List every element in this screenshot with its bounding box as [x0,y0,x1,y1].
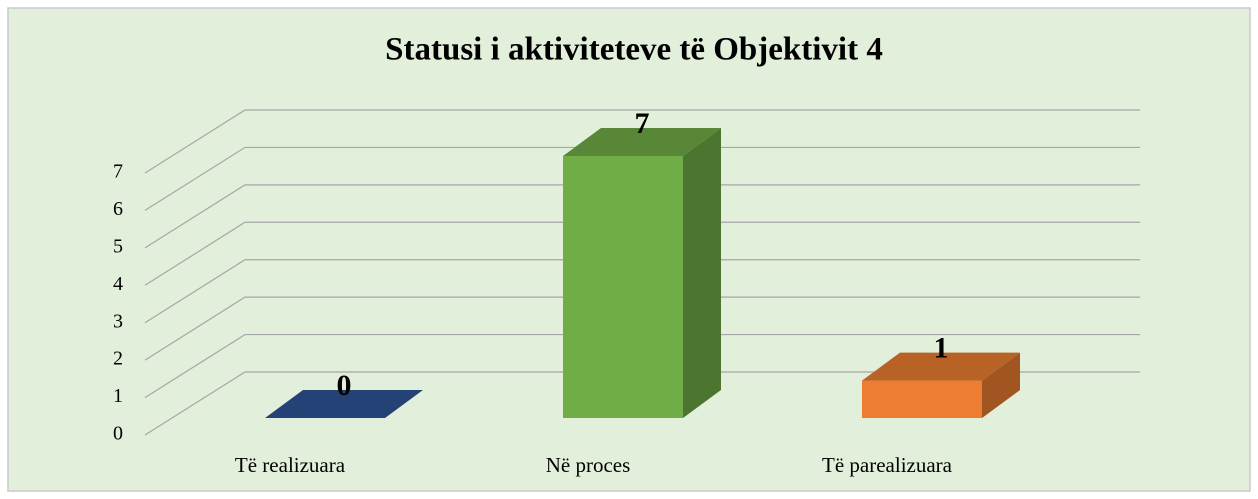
value-label: 7 [635,107,650,140]
grid-line [144,333,1140,399]
grid-line [144,296,1140,361]
y-tick-label: 5 [113,235,123,257]
grid-line [144,184,1140,249]
x-tick-label: Të realizuara [235,453,346,477]
x-tick-label: Në proces [546,453,631,477]
y-tick-label: 4 [113,273,123,295]
x-tick-label: Të parealizuara [822,453,953,477]
grid-line [144,371,1140,436]
y-tick-label: 6 [113,198,123,220]
bar-top [563,128,721,156]
grid-line [144,146,1140,211]
y-tick-label: 7 [113,161,123,183]
grid-line [144,221,1140,286]
bar-front [862,380,982,418]
y-tick-label: 3 [113,310,123,332]
value-label: 0 [337,369,352,402]
bar-side [982,352,1020,418]
bar-top [265,390,423,418]
y-tick-label: 0 [113,423,123,445]
bar-side [683,128,721,418]
grid-line [144,259,1140,324]
bar-front [563,156,683,418]
value-label: 1 [934,331,949,364]
grid-line [144,109,1140,174]
y-tick-label: 2 [113,348,123,370]
bar-top [862,352,1020,381]
y-tick-label: 1 [113,385,123,407]
chart-title: Statusi i aktiviteteve të Objektivit 4 [385,32,883,68]
